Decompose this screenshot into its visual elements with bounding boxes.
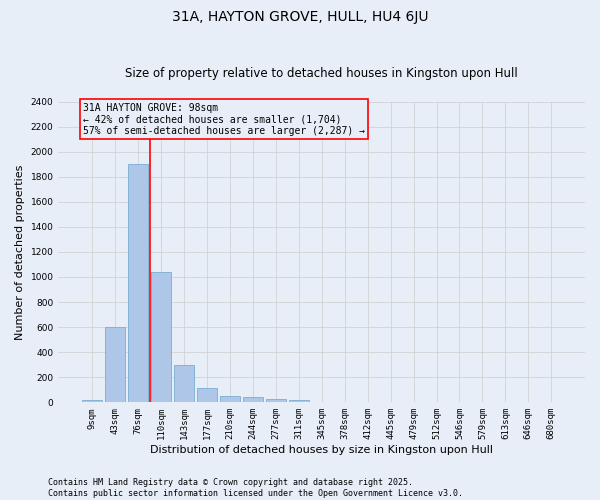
Bar bbox=[106, 327, 125, 402]
Bar bbox=[128, 164, 148, 402]
Bar bbox=[82, 400, 102, 402]
Bar bbox=[243, 398, 263, 402]
Bar bbox=[174, 366, 194, 403]
Title: Size of property relative to detached houses in Kingston upon Hull: Size of property relative to detached ho… bbox=[125, 66, 518, 80]
Text: Contains HM Land Registry data © Crown copyright and database right 2025.
Contai: Contains HM Land Registry data © Crown c… bbox=[48, 478, 463, 498]
Text: 31A HAYTON GROVE: 98sqm
← 42% of detached houses are smaller (1,704)
57% of semi: 31A HAYTON GROVE: 98sqm ← 42% of detache… bbox=[83, 103, 365, 136]
Bar bbox=[197, 388, 217, 402]
Bar bbox=[220, 396, 239, 402]
Bar bbox=[289, 400, 308, 402]
Y-axis label: Number of detached properties: Number of detached properties bbox=[15, 164, 25, 340]
X-axis label: Distribution of detached houses by size in Kingston upon Hull: Distribution of detached houses by size … bbox=[150, 445, 493, 455]
Bar bbox=[266, 399, 286, 402]
Text: 31A, HAYTON GROVE, HULL, HU4 6JU: 31A, HAYTON GROVE, HULL, HU4 6JU bbox=[172, 10, 428, 24]
Bar bbox=[151, 272, 171, 402]
